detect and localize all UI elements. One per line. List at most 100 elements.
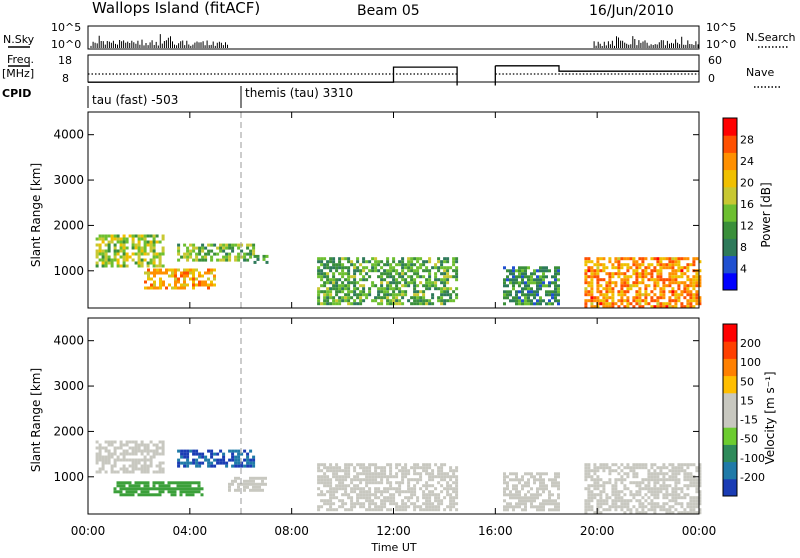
heatmap-cell	[536, 487, 539, 491]
freq-unit: [MHz]	[2, 67, 34, 80]
heatmap-cell	[265, 260, 269, 264]
heatmap-cell	[440, 472, 444, 476]
heatmap-cell	[521, 475, 524, 479]
heatmap-cell	[674, 257, 678, 261]
heatmap-cell	[380, 302, 384, 306]
heatmap-cell	[122, 252, 126, 256]
heatmap-cell	[629, 466, 633, 470]
heatmap-cell	[455, 275, 459, 279]
heatmap-cell	[398, 260, 402, 264]
heatmap-cell	[614, 281, 618, 285]
heatmap-cell	[317, 266, 321, 270]
heatmap-cell	[101, 446, 105, 450]
heatmap-cell	[155, 255, 159, 259]
heatmap-cell	[174, 283, 177, 287]
heatmap-cell	[344, 466, 348, 470]
heatmap-cell	[320, 278, 324, 282]
heatmap-cell	[374, 269, 378, 273]
heatmap-cell	[443, 463, 447, 467]
heatmap-cell	[557, 302, 560, 306]
heatmap-cell	[692, 260, 696, 264]
heatmap-cell	[530, 281, 533, 285]
heatmap-cell	[689, 302, 693, 306]
heatmap-cell	[392, 257, 396, 261]
heatmap-cell	[677, 502, 681, 506]
heatmap-cell	[329, 278, 333, 282]
heatmap-cell	[428, 260, 432, 264]
heatmap-cell	[533, 290, 536, 294]
heatmap-cell	[197, 481, 201, 485]
heatmap-cell	[446, 281, 450, 285]
heatmap-cell	[335, 302, 339, 306]
heatmap-cell	[671, 475, 675, 479]
heatmap-cell	[156, 286, 159, 290]
heatmap-cell	[503, 490, 506, 494]
heatmap-cell	[446, 275, 450, 279]
heatmap-cell	[198, 249, 202, 253]
heatmap-cell	[249, 461, 253, 465]
heatmap-cell	[623, 502, 627, 506]
heatmap-cell	[158, 493, 162, 497]
heatmap-cell	[659, 263, 663, 267]
heatmap-cell	[593, 472, 597, 476]
heatmap-cell	[626, 302, 630, 306]
heatmap-cell	[554, 296, 557, 300]
heatmap-cell	[119, 490, 123, 494]
heatmap-cell	[113, 258, 117, 262]
colorbar-tick-label: 50	[740, 375, 754, 388]
heatmap-cell	[662, 496, 666, 500]
heatmap-cell	[338, 499, 342, 503]
heatmap-cell	[395, 284, 399, 288]
heatmap-cell	[380, 266, 384, 270]
heatmap-cell	[338, 299, 342, 303]
heatmap-cell	[416, 505, 420, 509]
heatmap-cell	[521, 299, 524, 303]
heatmap-cell	[623, 275, 627, 279]
heatmap-cell	[392, 496, 396, 500]
heatmap-cell	[395, 463, 399, 467]
heatmap-cell	[557, 287, 560, 291]
heatmap-cell	[653, 508, 657, 512]
heatmap-cell	[228, 255, 232, 259]
heatmap-cell	[587, 493, 591, 497]
heatmap-cell	[587, 490, 591, 494]
heatmap-cell	[158, 470, 162, 474]
heatmap-cell	[398, 463, 402, 467]
heatmap-cell	[365, 475, 369, 479]
heatmap-cell	[698, 275, 702, 279]
heatmap-cell	[410, 296, 414, 300]
heatmap-cell	[665, 278, 669, 282]
heatmap-cell	[674, 305, 678, 309]
heatmap-cell	[635, 466, 639, 470]
heatmap-cell	[380, 275, 384, 279]
heatmap-cell	[401, 508, 405, 512]
heatmap-cell	[551, 484, 554, 488]
heatmap-cell	[434, 287, 438, 291]
heatmap-cell	[695, 487, 699, 491]
heatmap-cell	[119, 249, 123, 253]
heatmap-cell	[539, 493, 542, 497]
heatmap-cell	[692, 499, 696, 503]
heatmap-cell	[683, 508, 687, 512]
heatmap-cell	[542, 502, 545, 506]
heatmap-cell	[326, 478, 330, 482]
heatmap-cell	[153, 280, 156, 284]
heatmap-cell	[422, 275, 426, 279]
heatmap-cell	[521, 266, 524, 270]
heatmap-cell	[329, 290, 333, 294]
heatmap-cell	[554, 278, 557, 282]
heatmap-cell	[608, 305, 612, 309]
heatmap-cell	[386, 481, 390, 485]
heatmap-cell	[152, 255, 156, 259]
heatmap-cell	[653, 278, 657, 282]
heatmap-cell	[527, 275, 530, 279]
heatmap-cell	[317, 290, 321, 294]
heatmap-cell	[362, 490, 366, 494]
heatmap-cell	[332, 490, 336, 494]
heatmap-cell	[338, 466, 342, 470]
heatmap-cell	[635, 511, 639, 515]
heatmap-cell	[608, 296, 612, 300]
heatmap-cell	[371, 269, 375, 273]
heatmap-cell	[131, 237, 135, 241]
heatmap-cell	[383, 296, 387, 300]
